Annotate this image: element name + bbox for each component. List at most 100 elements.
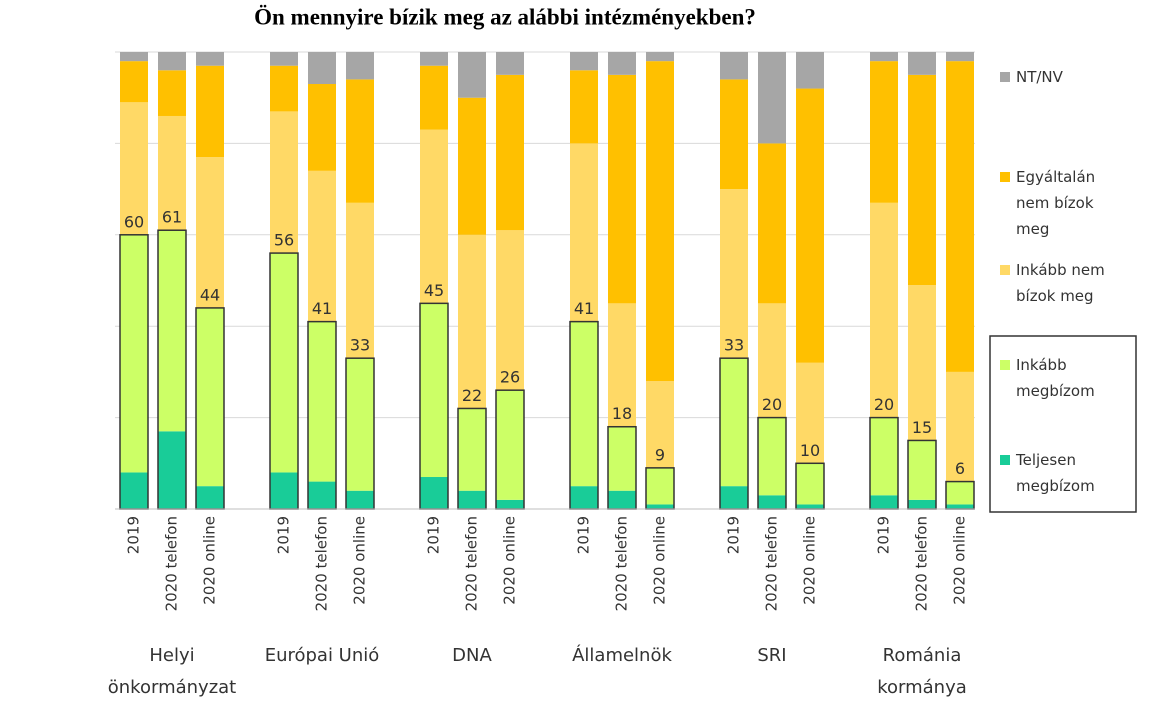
bar-segment	[308, 481, 336, 509]
bar-segment	[458, 234, 486, 409]
bar-segment	[608, 303, 636, 427]
bar-segment	[608, 52, 636, 75]
bar-segment	[796, 463, 824, 505]
bar-segment	[758, 143, 786, 304]
bar-segment	[908, 74, 936, 286]
bar-segment	[758, 495, 786, 509]
x-tick-label: 2020 telefon	[463, 516, 481, 611]
bar-segment	[796, 362, 824, 464]
bar-segment	[758, 417, 786, 496]
data-label: 20	[874, 395, 894, 414]
x-tick-label: 2020 telefon	[163, 516, 181, 611]
bar-segment	[720, 358, 748, 487]
data-label: 56	[274, 231, 294, 250]
data-label: 15	[912, 418, 932, 437]
bar-segment	[646, 467, 674, 505]
bar-segment	[270, 52, 298, 66]
bar-segment	[158, 431, 186, 509]
bar-segment	[870, 202, 898, 418]
group-label: Helyi önkormányzat	[107, 645, 237, 698]
bar-segment	[458, 52, 486, 98]
x-tick-label: 2020 online	[501, 516, 519, 605]
bar-segment	[796, 52, 824, 89]
data-label: 9	[655, 445, 665, 464]
bar-segment	[608, 490, 636, 509]
bar-segment	[346, 490, 374, 509]
legend-label: NT/NV	[1016, 68, 1063, 86]
bar-segment	[908, 499, 936, 509]
bar-segment	[458, 97, 486, 235]
bar-segment	[646, 504, 674, 509]
bar-segment	[346, 202, 374, 359]
bar-segment	[720, 52, 748, 80]
bar-segment	[270, 253, 298, 473]
bar-segment	[946, 371, 974, 482]
data-label: 44	[200, 285, 220, 304]
x-tick-label: 2019	[125, 516, 143, 554]
bar-segment	[796, 504, 824, 509]
bar-segment	[196, 486, 224, 509]
bar-segment	[458, 490, 486, 509]
bar-segment	[120, 102, 148, 235]
bar-segment	[646, 52, 674, 62]
bar-segment	[946, 61, 974, 372]
bar-segment	[496, 52, 524, 75]
data-label: 60	[124, 212, 144, 231]
bar-segment	[270, 65, 298, 112]
legend-box	[989, 335, 1137, 513]
bar-segment	[158, 52, 186, 71]
data-label: 61	[162, 208, 182, 227]
bar-segment	[908, 285, 936, 441]
x-tick-label: 2020 telefon	[913, 516, 931, 611]
legend-swatch	[1000, 172, 1010, 182]
bar-segment	[870, 417, 898, 496]
data-label: 45	[424, 281, 444, 300]
bar-segment	[308, 170, 336, 322]
x-tick-label: 2020 online	[801, 516, 819, 605]
data-label: 41	[312, 299, 332, 318]
bar-segment	[420, 129, 448, 304]
x-tick-label: 2019	[275, 516, 293, 554]
bar-segment	[908, 52, 936, 75]
bar-segment	[346, 79, 374, 203]
bar-segment	[120, 234, 148, 473]
group-label: Európai Unió	[264, 645, 380, 666]
data-label: 26	[500, 368, 520, 387]
x-tick-label: 2020 online	[201, 516, 219, 605]
bar-segment	[570, 321, 598, 487]
group-label: SRI	[757, 645, 787, 666]
x-tick-label: 2019	[575, 516, 593, 554]
data-label: 6	[955, 459, 965, 478]
bar-segment	[608, 426, 636, 491]
group-label: Románia kormánya	[877, 645, 967, 698]
legend-swatch	[1000, 72, 1010, 82]
bar-segment	[796, 88, 824, 363]
bar-segment	[496, 74, 524, 231]
bar-segment	[570, 52, 598, 71]
bar-segment	[120, 472, 148, 509]
bar-segment	[308, 52, 336, 84]
bar-segment	[908, 440, 936, 500]
x-tick-label: 2020 telefon	[763, 516, 781, 611]
bar-segment	[120, 61, 148, 103]
legend-label: Egyáltalán nem bízok meg	[1016, 168, 1096, 238]
bar-segment	[120, 52, 148, 62]
chart-title: Ön mennyire bízik meg az alábbi intézmén…	[254, 4, 756, 29]
bar-segment	[196, 157, 224, 308]
x-tick-label: 2019	[725, 516, 743, 554]
bar-segment	[270, 111, 298, 254]
data-label: 10	[800, 441, 820, 460]
data-label: 33	[724, 336, 744, 355]
bar-segment	[308, 321, 336, 482]
bar-segment	[570, 70, 598, 144]
legend-swatch	[1000, 265, 1010, 275]
bar-segment	[420, 477, 448, 509]
bar-segment	[196, 52, 224, 66]
bar-segment	[158, 70, 186, 116]
x-tick-label: 2020 online	[351, 516, 369, 605]
bar-segment	[870, 61, 898, 203]
bar-segment	[946, 504, 974, 509]
data-label: 41	[574, 299, 594, 318]
bar-segment	[946, 52, 974, 62]
